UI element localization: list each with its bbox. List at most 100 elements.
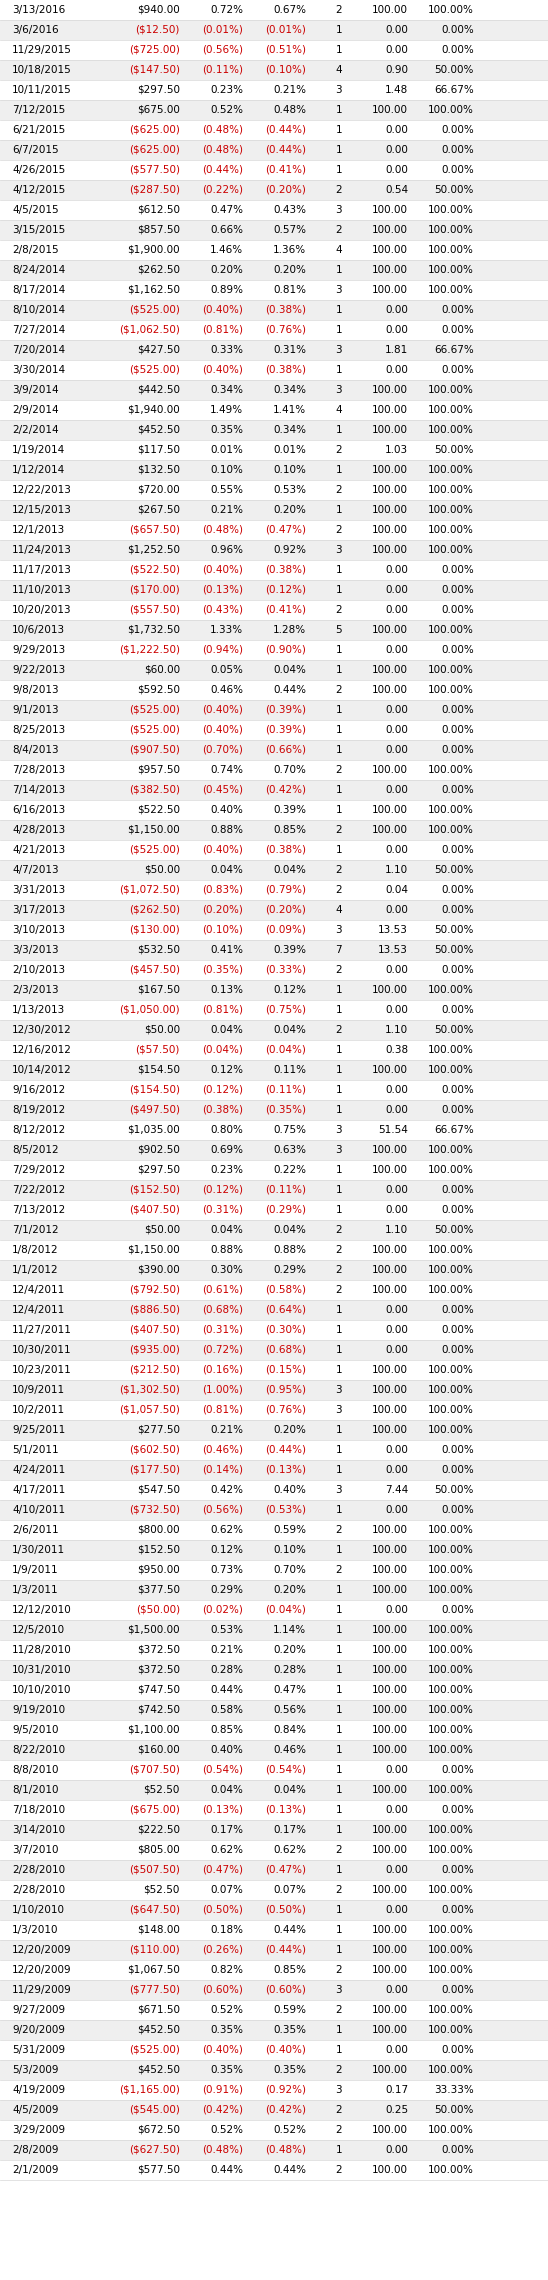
Text: 0.00%: 0.00% [441,146,474,155]
Bar [0,1719,548,1740]
Text: 11/24/2013: 11/24/2013 [12,545,72,554]
Text: 2: 2 [335,864,342,876]
Text: 100.00: 100.00 [372,385,408,394]
Text: $577.50: $577.50 [137,2166,180,2175]
Text: 1.33%: 1.33% [210,625,243,636]
Bar [0,201,548,219]
Text: (0.47%): (0.47%) [265,1865,306,1874]
Text: 0.59%: 0.59% [273,2004,306,2016]
Text: 0.00: 0.00 [385,146,408,155]
Text: $50.00: $50.00 [144,1224,180,1236]
Text: 0.20%: 0.20% [273,1425,306,1434]
Text: 50.00%: 50.00% [435,864,474,876]
Text: 0.00%: 0.00% [441,25,474,34]
Text: 3: 3 [335,205,342,214]
Text: 100.00: 100.00 [372,545,408,554]
Text: 1/13/2013: 1/13/2013 [12,1005,65,1015]
Bar [0,1760,548,1781]
Text: $1,035.00: $1,035.00 [127,1124,180,1135]
Text: $532.50: $532.50 [137,944,180,955]
Text: 6/16/2013: 6/16/2013 [12,805,65,814]
Text: 100.00: 100.00 [372,1685,408,1694]
Text: 100.00%: 100.00% [428,244,474,255]
Text: 0.63%: 0.63% [273,1145,306,1156]
Text: ($732.50): ($732.50) [129,1505,180,1514]
Text: (0.61%): (0.61%) [202,1286,243,1295]
Text: 0.80%: 0.80% [210,1124,243,1135]
Text: 100.00: 100.00 [372,1404,408,1416]
Text: 1/12/2014: 1/12/2014 [12,465,65,474]
Text: 3/31/2013: 3/31/2013 [12,885,65,896]
Text: ($602.50): ($602.50) [129,1446,180,1455]
Text: 0.00%: 0.00% [441,365,474,374]
Text: 3: 3 [335,1145,342,1156]
Text: $152.50: $152.50 [137,1546,180,1555]
Bar [0,1081,548,1099]
Text: (0.64%): (0.64%) [265,1304,306,1316]
Text: (0.16%): (0.16%) [202,1366,243,1375]
Text: 0.00%: 0.00% [441,125,474,135]
Text: 100.00%: 100.00% [428,1525,474,1534]
Text: (0.20%): (0.20%) [265,905,306,914]
Text: 100.00: 100.00 [372,1165,408,1174]
Text: 100.00: 100.00 [372,1384,408,1395]
Text: ($525.00): ($525.00) [129,306,180,315]
Text: 0.00: 0.00 [385,1345,408,1354]
Text: 1: 1 [335,1664,342,1676]
Text: 2: 2 [335,1525,342,1534]
Text: 0.21%: 0.21% [210,1425,243,1434]
Text: ($725.00): ($725.00) [129,46,180,55]
Text: 0.35%: 0.35% [273,2066,306,2075]
Bar [0,1881,548,1899]
Text: 0.85%: 0.85% [210,1726,243,1735]
Text: (0.81%): (0.81%) [202,1005,243,1015]
Bar [0,1580,548,1601]
Text: 0.89%: 0.89% [210,285,243,294]
Bar [0,1701,548,1719]
Text: $277.50: $277.50 [137,1425,180,1434]
Text: 2: 2 [335,1265,342,1275]
Bar [0,1840,548,1860]
Text: 0.10%: 0.10% [210,465,243,474]
Text: 1: 1 [335,1304,342,1316]
Text: (0.68%): (0.68%) [265,1345,306,1354]
Text: 4/28/2013: 4/28/2013 [12,825,65,834]
Text: 12/30/2012: 12/30/2012 [12,1026,72,1035]
Text: 1: 1 [335,504,342,515]
Bar [0,1781,548,1799]
Text: 0.29%: 0.29% [210,1585,243,1596]
Text: 100.00: 100.00 [372,1145,408,1156]
Text: 0.53%: 0.53% [273,486,306,495]
Text: 0.07%: 0.07% [273,1886,306,1895]
Text: ($777.50): ($777.50) [129,1986,180,1995]
Text: 100.00: 100.00 [372,504,408,515]
Text: 0.58%: 0.58% [210,1705,243,1715]
Text: ($792.50): ($792.50) [129,1286,180,1295]
Bar [0,540,548,561]
Text: ($497.50): ($497.50) [129,1106,180,1115]
Text: 0.00%: 0.00% [441,1106,474,1115]
Text: 100.00: 100.00 [372,985,408,994]
Text: 100.00: 100.00 [372,1726,408,1735]
Text: ($152.50): ($152.50) [129,1186,180,1195]
Text: 1.14%: 1.14% [273,1626,306,1635]
Text: 100.00: 100.00 [372,684,408,695]
Text: 1: 1 [335,725,342,734]
Text: (0.02%): (0.02%) [202,1605,243,1614]
Text: 100.00: 100.00 [372,424,408,435]
Bar [0,420,548,440]
Text: 2: 2 [335,766,342,775]
Text: $427.50: $427.50 [137,344,180,356]
Bar [0,1459,548,1480]
Text: 12/12/2010: 12/12/2010 [12,1605,72,1614]
Text: (0.29%): (0.29%) [265,1206,306,1215]
Text: 3/10/2013: 3/10/2013 [12,926,65,935]
Bar [0,1320,548,1341]
Text: 0.00: 0.00 [385,25,408,34]
Text: (0.44%): (0.44%) [265,125,306,135]
Text: (0.60%): (0.60%) [265,1986,306,1995]
Bar [0,759,548,780]
Text: 100.00%: 100.00% [428,1366,474,1375]
Text: 1/9/2011: 1/9/2011 [12,1564,59,1575]
Text: 100.00: 100.00 [372,1564,408,1575]
